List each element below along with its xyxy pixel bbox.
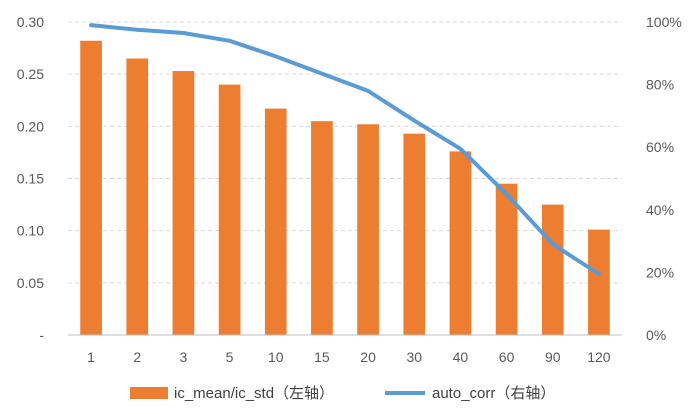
axis-layer: - 0.05 0.10 0.15 0.20 0.25 0.30 0% 20% 40% 60% 80% 1… (17, 14, 682, 365)
bar (588, 229, 610, 335)
y-left-tick-label: 0.30 (17, 14, 44, 30)
legend-label-bar: ic_mean/ic_std（左轴） (174, 385, 334, 402)
bar (357, 124, 379, 335)
x-tick-label: 120 (587, 349, 611, 365)
bar (80, 40, 102, 335)
legend-label-line: auto_corr（右轴） (432, 385, 555, 402)
bar (311, 121, 333, 335)
y-right-tick-label: 0% (646, 327, 666, 343)
bar (449, 151, 472, 335)
x-tick-label: 15 (314, 349, 330, 365)
bar (218, 84, 241, 335)
legend: ic_mean/ic_std（左轴） auto_corr（右轴） (130, 385, 555, 402)
line-series-auto-corr (89, 23, 601, 276)
y-left-tick-label: - (39, 327, 44, 343)
legend-swatch-bar (130, 387, 168, 399)
y-right-tick-label: 80% (646, 77, 674, 93)
bar (172, 71, 195, 335)
x-tick-label: 60 (499, 349, 515, 365)
bar (403, 133, 426, 335)
y-right-tick-label: 20% (646, 264, 674, 280)
grid-layer (68, 21, 622, 284)
y-right-tick-label: 40% (646, 202, 674, 218)
bar (126, 58, 149, 336)
y-left-tick-label: 0.10 (17, 223, 44, 239)
x-tick-label: 1 (87, 349, 95, 365)
line-layer (89, 23, 601, 276)
y-left-tick-label: 0.25 (17, 66, 44, 82)
x-tick-label: 2 (133, 349, 141, 365)
x-tick-label: 40 (453, 349, 469, 365)
y-right-tick-label: 100% (646, 14, 682, 30)
bar (264, 108, 287, 335)
y-left-tick-label: 0.05 (17, 275, 44, 291)
bars-layer (80, 40, 610, 336)
x-tick-label: 3 (180, 349, 188, 365)
bar (541, 204, 564, 335)
x-tick-label: 90 (545, 349, 561, 365)
x-tick-label: 10 (268, 349, 284, 365)
x-tick-label: 30 (406, 349, 422, 365)
y-left-tick-label: 0.15 (17, 171, 44, 187)
y-right-tick-label: 60% (646, 139, 674, 155)
bar (495, 183, 518, 335)
y-left-tick-label: 0.20 (17, 118, 44, 134)
x-tick-label: 5 (226, 349, 234, 365)
x-tick-label: 20 (360, 349, 376, 365)
